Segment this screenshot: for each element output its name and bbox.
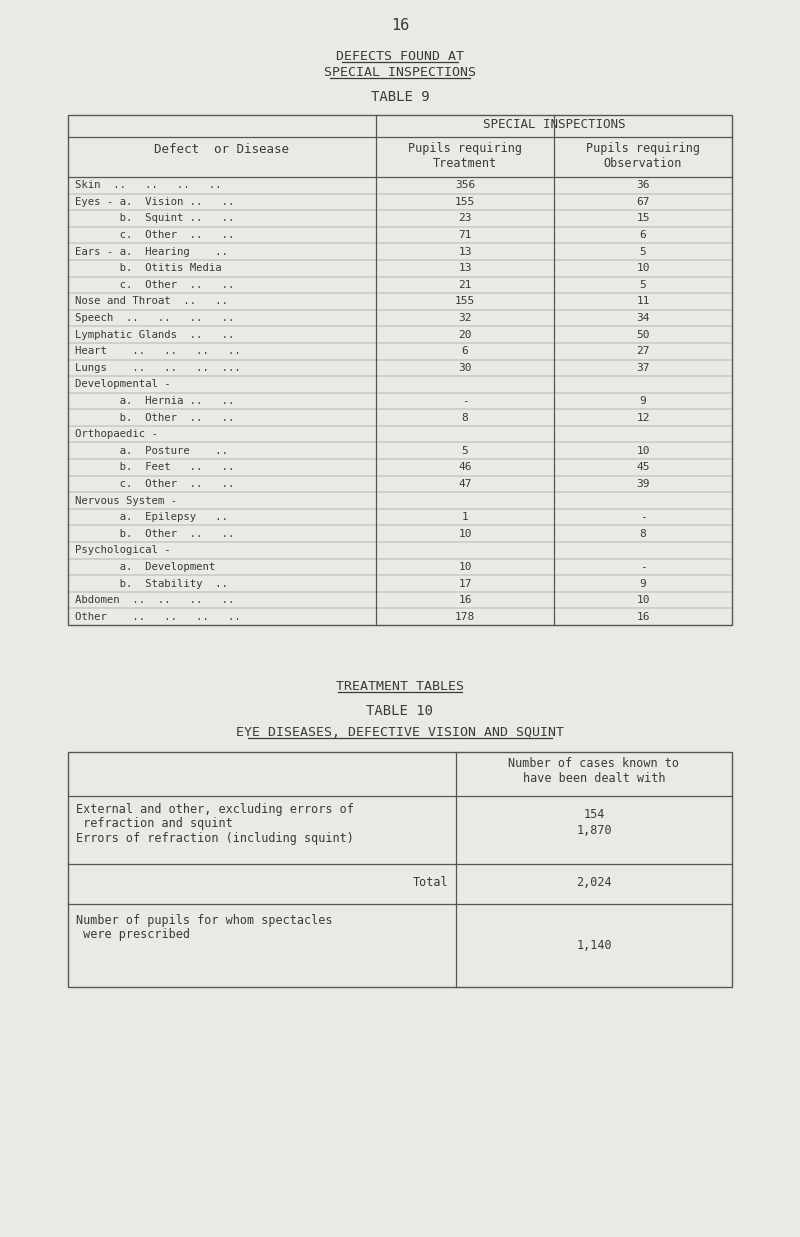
- Text: 36: 36: [636, 181, 650, 190]
- Text: TREATMENT TABLES: TREATMENT TABLES: [336, 680, 464, 693]
- Text: 32: 32: [458, 313, 472, 323]
- Text: 46: 46: [458, 463, 472, 473]
- Text: Lymphatic Glands  ..   ..: Lymphatic Glands .. ..: [75, 329, 234, 340]
- Text: Number of pupils for whom spectacles: Number of pupils for whom spectacles: [76, 914, 333, 927]
- Text: 356: 356: [455, 181, 475, 190]
- Text: a.  Epilepsy   ..: a. Epilepsy ..: [75, 512, 228, 522]
- Text: 8: 8: [462, 413, 468, 423]
- Text: 15: 15: [636, 214, 650, 224]
- Text: 154: 154: [583, 808, 605, 821]
- Text: Nose and Throat  ..   ..: Nose and Throat .. ..: [75, 297, 228, 307]
- Text: Eyes - a.  Vision ..   ..: Eyes - a. Vision .. ..: [75, 197, 234, 207]
- Text: Number of cases known to
have been dealt with: Number of cases known to have been dealt…: [509, 757, 679, 785]
- Text: -: -: [640, 512, 646, 522]
- Text: Lungs    ..   ..   ..  ...: Lungs .. .. .. ...: [75, 362, 241, 372]
- Text: 5: 5: [640, 246, 646, 256]
- Text: b.  Feet   ..   ..: b. Feet .. ..: [75, 463, 234, 473]
- Text: 27: 27: [636, 346, 650, 356]
- Text: 10: 10: [458, 562, 472, 571]
- Text: 155: 155: [455, 197, 475, 207]
- Text: 6: 6: [462, 346, 468, 356]
- Text: -: -: [640, 562, 646, 571]
- Text: were prescribed: were prescribed: [76, 928, 190, 941]
- Text: Skin  ..   ..   ..   ..: Skin .. .. .. ..: [75, 181, 222, 190]
- Text: Ears - a.  Hearing    ..: Ears - a. Hearing ..: [75, 246, 228, 256]
- Text: 50: 50: [636, 329, 650, 340]
- Text: 1,140: 1,140: [576, 939, 612, 952]
- Text: 6: 6: [640, 230, 646, 240]
- Text: Abdomen  ..  ..   ..   ..: Abdomen .. .. .. ..: [75, 595, 234, 605]
- Bar: [68, 115, 732, 625]
- Text: External and other, excluding errors of: External and other, excluding errors of: [76, 803, 354, 816]
- Text: Other    ..   ..   ..   ..: Other .. .. .. ..: [75, 612, 241, 622]
- Text: 39: 39: [636, 479, 650, 489]
- Text: 67: 67: [636, 197, 650, 207]
- Text: 13: 13: [458, 246, 472, 256]
- Bar: [68, 752, 732, 987]
- Text: 20: 20: [458, 329, 472, 340]
- Text: 11: 11: [636, 297, 650, 307]
- Text: 10: 10: [636, 445, 650, 455]
- Text: 10: 10: [636, 263, 650, 273]
- Text: -: -: [462, 396, 468, 406]
- Text: 10: 10: [458, 528, 472, 539]
- Text: Speech  ..   ..   ..   ..: Speech .. .. .. ..: [75, 313, 234, 323]
- Text: 5: 5: [640, 280, 646, 289]
- Text: 178: 178: [455, 612, 475, 622]
- Text: Developmental -: Developmental -: [75, 380, 170, 390]
- Text: c.  Other  ..   ..: c. Other .. ..: [75, 230, 234, 240]
- Text: b.  Other  ..   ..: b. Other .. ..: [75, 528, 234, 539]
- Text: 155: 155: [455, 297, 475, 307]
- Text: a.  Development: a. Development: [75, 562, 215, 571]
- Text: TABLE 9: TABLE 9: [370, 90, 430, 104]
- Text: 13: 13: [458, 263, 472, 273]
- Text: Psychological -: Psychological -: [75, 546, 170, 555]
- Text: Orthopaedic -: Orthopaedic -: [75, 429, 158, 439]
- Text: c.  Other  ..   ..: c. Other .. ..: [75, 479, 234, 489]
- Text: Defect  or Disease: Defect or Disease: [154, 143, 290, 156]
- Text: 17: 17: [458, 579, 472, 589]
- Text: 34: 34: [636, 313, 650, 323]
- Text: EYE DISEASES, DEFECTIVE VISION AND SQUINT: EYE DISEASES, DEFECTIVE VISION AND SQUIN…: [236, 726, 564, 738]
- Text: Pupils requiring
Treatment: Pupils requiring Treatment: [408, 142, 522, 169]
- Text: b.  Stability  ..: b. Stability ..: [75, 579, 228, 589]
- Text: 71: 71: [458, 230, 472, 240]
- Text: 16: 16: [636, 612, 650, 622]
- Text: a.  Posture    ..: a. Posture ..: [75, 445, 228, 455]
- Text: c.  Other  ..   ..: c. Other .. ..: [75, 280, 234, 289]
- Text: 16: 16: [458, 595, 472, 605]
- Text: 9: 9: [640, 579, 646, 589]
- Text: 12: 12: [636, 413, 650, 423]
- Text: 8: 8: [640, 528, 646, 539]
- Text: 23: 23: [458, 214, 472, 224]
- Text: TABLE 10: TABLE 10: [366, 704, 434, 717]
- Text: 10: 10: [636, 595, 650, 605]
- Text: b.  Squint ..   ..: b. Squint .. ..: [75, 214, 234, 224]
- Text: 1,870: 1,870: [576, 824, 612, 837]
- Text: refraction and squint: refraction and squint: [76, 816, 233, 830]
- Text: SPECIAL INSPECTIONS: SPECIAL INSPECTIONS: [482, 118, 626, 131]
- Text: 45: 45: [636, 463, 650, 473]
- Text: Total: Total: [412, 876, 448, 888]
- Text: Errors of refraction (including squint): Errors of refraction (including squint): [76, 833, 354, 845]
- Text: DEFECTS FOUND AT: DEFECTS FOUND AT: [336, 49, 464, 63]
- Text: a.  Hernia ..   ..: a. Hernia .. ..: [75, 396, 234, 406]
- Text: 2,024: 2,024: [576, 876, 612, 888]
- Text: 21: 21: [458, 280, 472, 289]
- Text: 5: 5: [462, 445, 468, 455]
- Text: 9: 9: [640, 396, 646, 406]
- Text: Nervous System -: Nervous System -: [75, 496, 177, 506]
- Text: Heart    ..   ..   ..   ..: Heart .. .. .. ..: [75, 346, 241, 356]
- Text: 30: 30: [458, 362, 472, 372]
- Text: b.  Other  ..   ..: b. Other .. ..: [75, 413, 234, 423]
- Text: 1: 1: [462, 512, 468, 522]
- Text: 37: 37: [636, 362, 650, 372]
- Text: 47: 47: [458, 479, 472, 489]
- Text: 16: 16: [391, 19, 409, 33]
- Text: SPECIAL INSPECTIONS: SPECIAL INSPECTIONS: [324, 66, 476, 79]
- Text: b.  Otitis Media: b. Otitis Media: [75, 263, 222, 273]
- Text: Pupils requiring
Observation: Pupils requiring Observation: [586, 142, 700, 169]
